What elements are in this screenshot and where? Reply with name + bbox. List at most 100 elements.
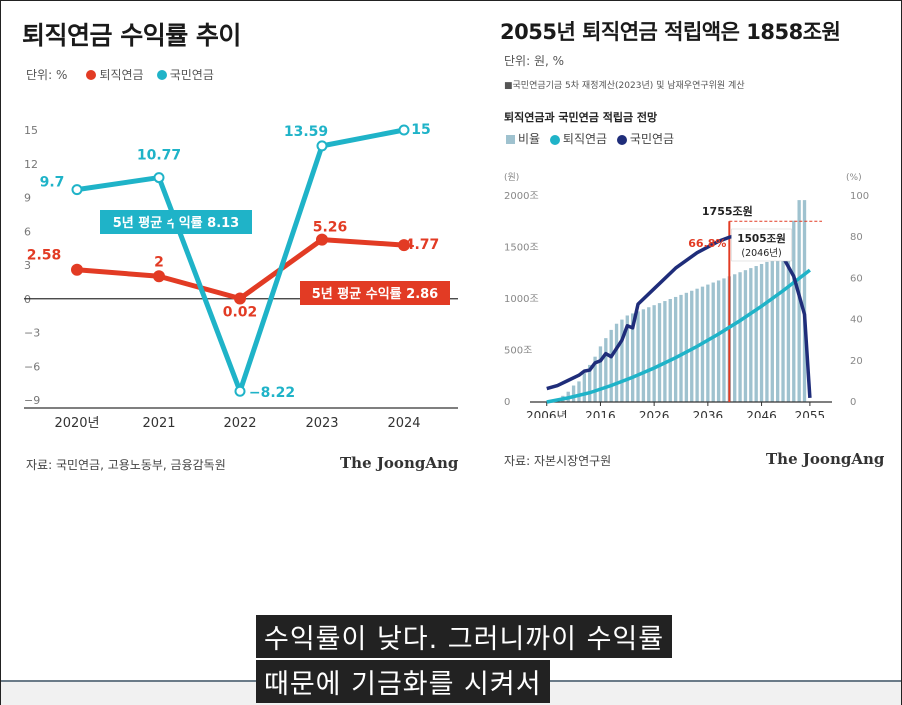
ratio-bar: [652, 305, 656, 402]
right-note: ■국민연금기금 5차 재정계산(2023년) 및 남재우연구위원 계산: [504, 81, 745, 91]
ratio-bar: [604, 338, 608, 402]
x-tick-label: 2020년: [54, 416, 99, 431]
x-tick-label: 2024: [387, 416, 420, 431]
data-label: 4.77: [405, 237, 440, 253]
ratio-bar: [781, 249, 785, 402]
ratio-bar: [765, 261, 769, 402]
ratio-bar: [571, 385, 576, 402]
data-label: 0.02: [223, 305, 258, 321]
data-label: 2: [154, 254, 164, 270]
left-tick-label: 1500조: [504, 243, 539, 254]
ratio-bar: [749, 268, 753, 402]
legend-retirement-label-right: 퇴직연금: [562, 132, 608, 146]
right-tick-label: 40: [850, 315, 863, 326]
right-projection-chart: (원) (%) 2000조 1500조 1000조 500조 0 100 80 60 40 20 0 20…: [504, 172, 869, 418]
ratio-bar: [673, 296, 678, 402]
left-legend: 단위: % 퇴직연금 국민연금: [26, 64, 214, 83]
right-tick-label: 80: [850, 232, 863, 243]
data-point: [71, 184, 83, 196]
y-tick-label: −9: [24, 394, 40, 407]
ratio-bar: [786, 241, 791, 402]
ratio-bar: [668, 299, 672, 402]
retirement-legend-dot: [86, 69, 97, 80]
ratio-bar: [802, 200, 807, 402]
left-brand: The JoongAng: [340, 454, 459, 472]
data-point: [153, 172, 165, 184]
left-tick-label: 1000조: [504, 294, 539, 305]
data-point: [71, 263, 83, 276]
retirement-average-label: 5년 평균 수익률 2.86: [312, 286, 438, 302]
retirement-average-box: [300, 281, 450, 305]
x-tick-label: 2055: [795, 409, 826, 418]
ratio-bar: [716, 280, 721, 402]
peak-pct-label: 66.8%: [688, 237, 726, 250]
x-tick-label: 2023: [305, 416, 338, 431]
national-legend-dot-right: [616, 134, 627, 145]
data-point: [316, 140, 328, 152]
ratio-bar: [641, 309, 646, 402]
right-tick-label: 60: [850, 273, 863, 284]
y-tick-label: 9: [24, 192, 31, 205]
ratio-bar: [593, 356, 597, 402]
right-legend: 비율 퇴직연금 국민연금: [500, 130, 674, 147]
data-label: −8.22: [249, 385, 295, 401]
x-tick-label: 2016: [585, 409, 616, 418]
left-tick-label: 500조: [504, 346, 532, 357]
left-source: 자료: 국민연금, 고용노동부, 금융감독원: [26, 458, 226, 472]
ratio-bar: [738, 272, 742, 402]
ratio-bar: [684, 292, 689, 402]
ratio-bar: [657, 303, 662, 402]
y-tick-label: 3: [24, 259, 31, 272]
right-tick-label: 0: [850, 397, 856, 408]
series-line-national: [76, 127, 405, 394]
left-tick-label: 0: [504, 397, 510, 408]
retirement-legend-dot-right: [549, 134, 560, 145]
x-tick-label: 2036: [693, 409, 724, 418]
ratio-bar: [588, 364, 592, 402]
legend-retirement-label: 퇴직연금: [99, 68, 144, 82]
y-tick-label: 15: [24, 124, 38, 137]
right-tick-label: 20: [850, 356, 863, 367]
ratio-bar: [636, 311, 640, 402]
x-tick-label: 2021: [142, 416, 175, 431]
data-point: [153, 270, 165, 283]
right-source: 자료: 자본시장연구원: [504, 454, 612, 468]
ratio-bar: [722, 278, 726, 402]
data-point: [316, 233, 328, 246]
y-tick-label: −3: [24, 327, 40, 340]
peak-value-label: 1755조원: [702, 204, 753, 218]
annotation-2046-value: 1505조원: [737, 232, 786, 245]
subtitle-line-1: 수익률이 낮다. 그러니까이 수익률: [256, 615, 673, 658]
annotation-2046-box: [731, 228, 792, 262]
retirement-projection-line: [546, 268, 811, 404]
ratio-bar: [620, 319, 624, 402]
legend-ratio-label: 비율: [518, 132, 541, 146]
right-panel: 2055년 퇴직연금 적립액은 1858조원 단위: 원, % ■국민연금기금 …: [500, 16, 884, 486]
data-label: 15: [411, 122, 430, 138]
right-brand: The JoongAng: [766, 450, 885, 468]
ratio-bar: [733, 274, 737, 402]
ratio-bar: [663, 301, 667, 402]
x-tick-label: 2046: [746, 409, 777, 418]
ratio-bar: [770, 257, 774, 402]
x-tick-label: 2026: [639, 409, 670, 418]
data-label: 9.7: [40, 175, 65, 191]
ratio-legend-swatch: [506, 135, 515, 144]
ratio-bar: [577, 381, 581, 402]
ratio-bar: [625, 315, 629, 402]
ratio-bar: [759, 263, 764, 402]
y-tick-label: 6: [24, 225, 31, 238]
ratio-bar: [647, 307, 651, 402]
right-subtitle: 퇴직연금과 국민연금 적립금 전망: [504, 111, 658, 124]
left-axis-unit: (원): [504, 172, 519, 183]
right-axis-unit: (%): [846, 173, 862, 183]
data-point: [234, 292, 246, 305]
right-unit: 단위: 원, %: [504, 54, 565, 68]
ratio-bar: [776, 253, 780, 402]
ratio-bar: [754, 266, 758, 402]
ratio-bar: [631, 313, 635, 402]
ratio-bar: [598, 346, 603, 402]
right-tick-label: 100: [850, 191, 869, 202]
legend-national-label-right: 국민연금: [629, 132, 675, 146]
ratio-bar: [679, 294, 683, 402]
